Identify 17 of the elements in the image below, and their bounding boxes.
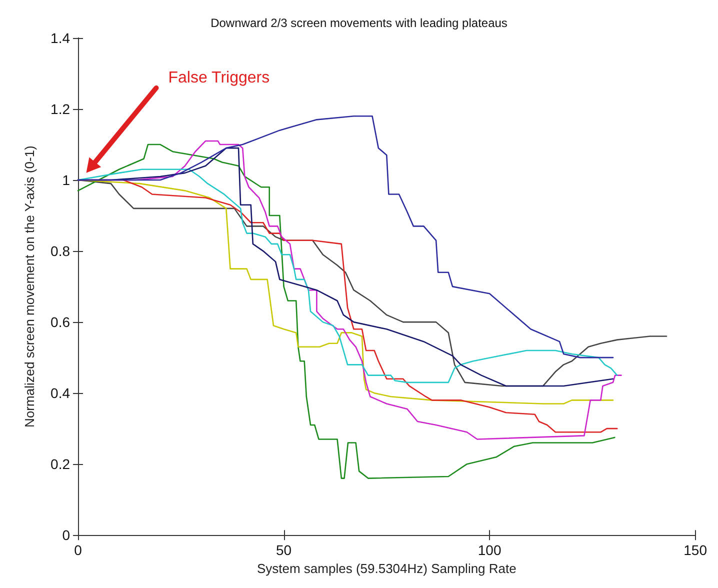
x-tick-label: 150 (684, 542, 708, 558)
y-tick-label: 0.6 (50, 314, 70, 330)
y-tick-label: 0.2 (50, 456, 70, 472)
y-axis-title: Normalized screen movement on the Y-axis (0-1) (22, 146, 37, 428)
x-tick-label: 100 (478, 542, 502, 558)
y-tick-label: 0.4 (50, 385, 70, 402)
annotation: False Triggers (168, 69, 270, 86)
line-series (77, 115, 614, 358)
x-tick-label: 0 (74, 542, 82, 558)
x-axis-title: System samples (59.5304Hz) Sampling Rate (256, 561, 516, 576)
y-tick-label: 1 (62, 172, 70, 188)
y-tick-label: 1.4 (50, 30, 70, 46)
y-tick-label: 1.2 (50, 101, 70, 118)
y-tick-label: 0.8 (50, 243, 70, 260)
x-tick-label: 50 (276, 542, 292, 558)
y-tick-label: 0 (62, 527, 70, 544)
chart-title: Downward 2/3 screen movements with leading plateaus (210, 16, 508, 30)
